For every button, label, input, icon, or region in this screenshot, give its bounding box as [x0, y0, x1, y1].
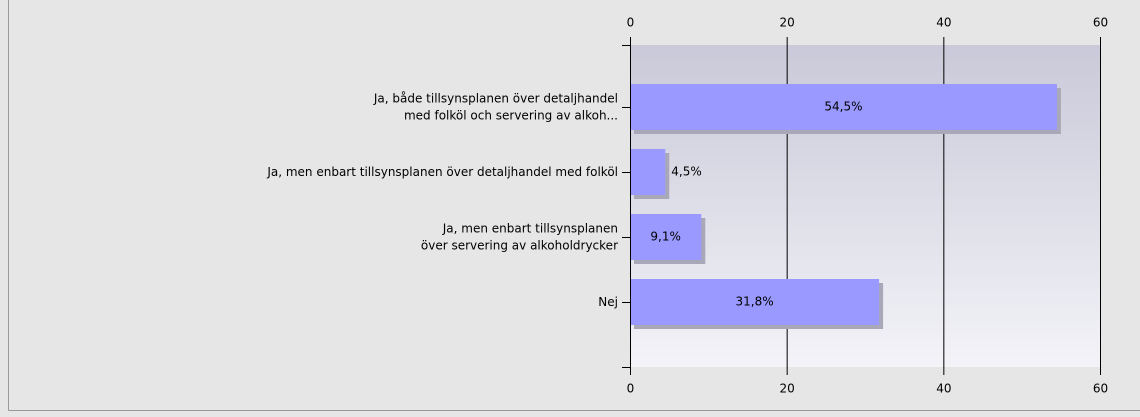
- bar: [630, 279, 880, 325]
- value-label: 9,1%: [650, 230, 681, 244]
- bar: [630, 149, 666, 195]
- value-label: 31,8%: [735, 295, 773, 309]
- bar: [630, 84, 1057, 130]
- y-tick-label: Ja, både tillsynsplanen över detaljhande…: [373, 91, 618, 122]
- x-tick-label-top: 20: [780, 16, 795, 30]
- x-tick-label-bottom: 0: [627, 382, 635, 396]
- x-tick-label-top: 60: [1093, 16, 1108, 30]
- value-label: 4,5%: [671, 165, 702, 179]
- y-tick-label: Nej: [598, 295, 618, 309]
- x-tick-label-top: 40: [936, 16, 951, 30]
- x-tick-label-bottom: 40: [936, 382, 951, 396]
- x-tick-label-bottom: 20: [780, 382, 795, 396]
- bar: [630, 214, 702, 260]
- x-tick-label-bottom: 60: [1093, 382, 1108, 396]
- y-tick-label: Ja, men enbart tillsynsplanen över detal…: [266, 165, 618, 179]
- y-tick-label: Ja, men enbart tillsynsplanen över server…: [421, 221, 618, 252]
- x-tick-label-top: 0: [627, 16, 635, 30]
- value-label: 54,5%: [824, 100, 862, 114]
